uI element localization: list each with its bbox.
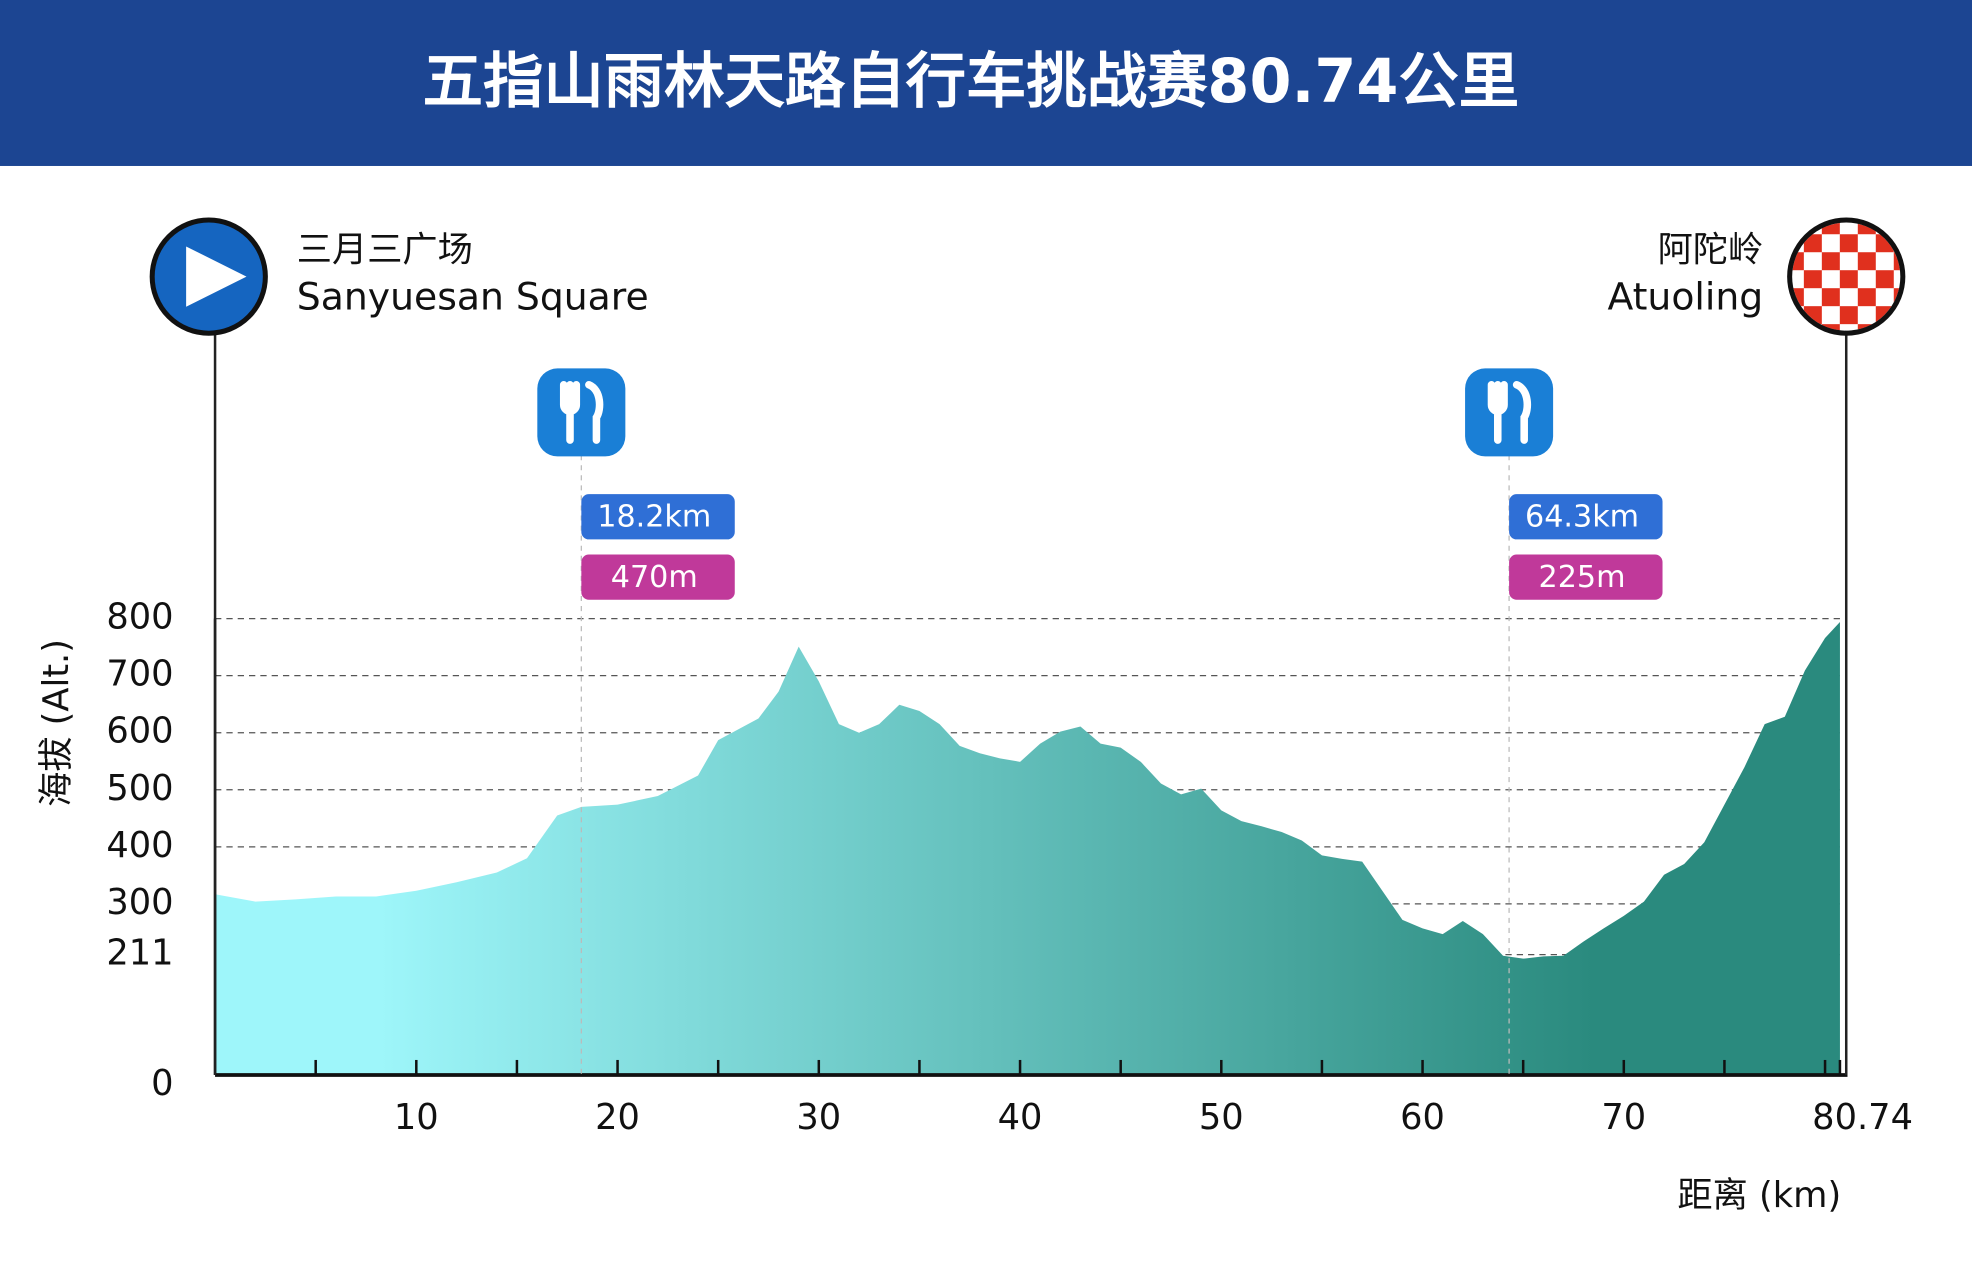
- title-bar: [0, 0, 1972, 166]
- aid-icon: [537, 368, 626, 457]
- flag-square: [1857, 288, 1876, 307]
- start-name-cn: 三月三广场: [297, 229, 473, 270]
- y-tick-label: 800: [106, 597, 173, 638]
- flag-square: [1839, 306, 1858, 325]
- start-arrow: [186, 246, 247, 307]
- elevation-label: 470m: [611, 560, 698, 595]
- km-label: 18.2km: [597, 500, 711, 535]
- x-tick-label: 40: [998, 1097, 1043, 1138]
- x-tick-label: 20: [595, 1097, 640, 1138]
- flag-square: [1792, 288, 1804, 307]
- finish-name-cn: 阿陀岭: [1658, 229, 1764, 270]
- aid-icon: [1465, 368, 1554, 457]
- flag-square: [1875, 270, 1894, 289]
- x-tick-label: 10: [394, 1097, 439, 1138]
- y-tick-label: 500: [106, 768, 173, 809]
- title: 五指山雨林天路自行车挑战赛80.74公里: [423, 47, 1519, 117]
- y-tick-label: 300: [106, 882, 173, 923]
- elevation-label: 225m: [1539, 560, 1626, 595]
- flag-square: [1803, 234, 1822, 253]
- flag-square: [1821, 222, 1840, 235]
- flag-square: [1893, 252, 1901, 271]
- flag-square: [1792, 222, 1804, 235]
- start-name-en: Sanyuesan Square: [297, 275, 649, 319]
- elevation-area: [215, 622, 1840, 1076]
- fork-knife: [559, 380, 604, 444]
- flag-square: [1821, 324, 1840, 331]
- y-tick-label: 600: [106, 711, 173, 752]
- flag-square: [1821, 252, 1840, 271]
- y-axis-label: 海拔 (Alt.): [36, 639, 77, 807]
- fork-knife: [1487, 380, 1532, 444]
- y-tick-label: 211: [106, 933, 173, 974]
- flag-square: [1839, 270, 1858, 289]
- x-tick-label: 50: [1199, 1097, 1244, 1138]
- y-tick-label: 400: [106, 825, 173, 866]
- km-box: [581, 494, 735, 540]
- finish-name-en: Atuoling: [1607, 275, 1763, 319]
- flag-square: [1792, 324, 1804, 331]
- flag-square: [1821, 288, 1840, 307]
- flag-square: [1893, 222, 1901, 235]
- elevation-box: [581, 554, 735, 600]
- x-tick-label: 70: [1601, 1097, 1646, 1138]
- x-tick-label: 30: [796, 1097, 841, 1138]
- finish-icon: [1787, 217, 1906, 336]
- flag-square: [1857, 222, 1876, 235]
- flag-square: [1893, 324, 1901, 331]
- km-label: 64.3km: [1525, 500, 1639, 535]
- flag-square: [1839, 234, 1858, 253]
- flag-square: [1857, 252, 1876, 271]
- y-tick-label: 0: [151, 1063, 173, 1104]
- flag-square: [1803, 270, 1822, 289]
- flag-square: [1792, 252, 1804, 271]
- x-axis-label: 距离 (km): [1677, 1175, 1841, 1216]
- y-tick-label: 700: [106, 654, 173, 695]
- elevation-box: [1509, 554, 1663, 600]
- x-tick-label: 80.74: [1812, 1097, 1913, 1138]
- x-tick-label: 60: [1400, 1097, 1445, 1138]
- km-box: [1509, 494, 1663, 540]
